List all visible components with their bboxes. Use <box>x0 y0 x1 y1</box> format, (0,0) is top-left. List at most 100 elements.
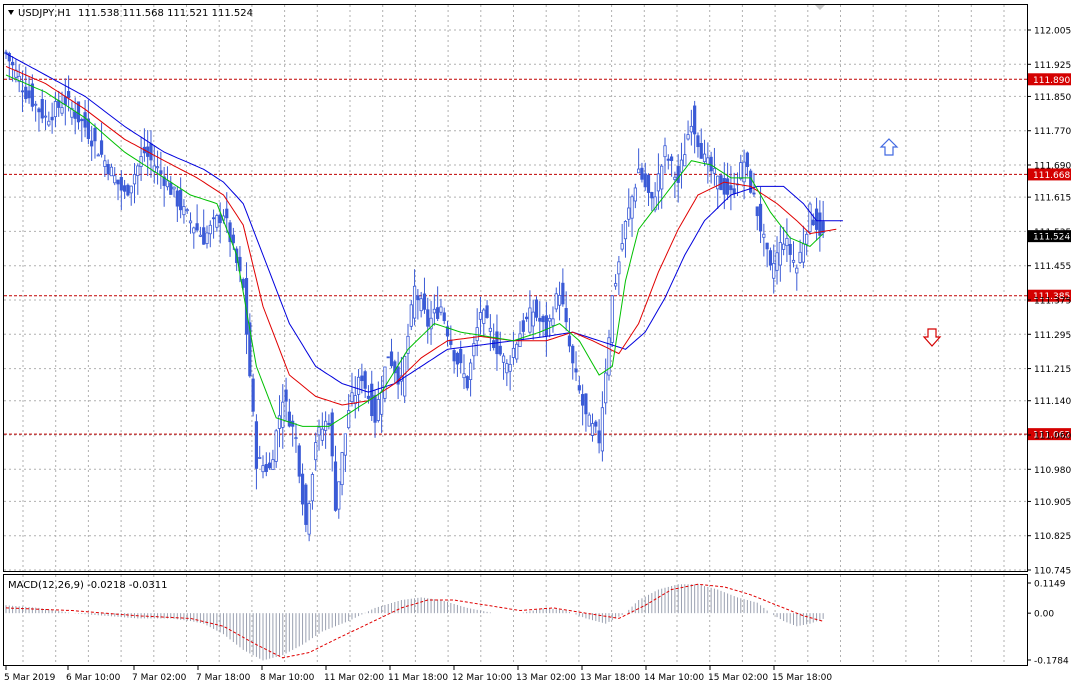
candle-body <box>287 411 291 427</box>
candle-body <box>729 185 733 191</box>
candle-body <box>353 395 357 405</box>
candle-body <box>650 192 654 199</box>
candle-body <box>412 285 417 319</box>
chart-shift-marker-icon[interactable] <box>815 5 825 10</box>
dropdown-triangle-icon[interactable] <box>8 10 14 15</box>
candle-body <box>775 252 779 271</box>
candle-body <box>67 91 71 99</box>
price-tick-label: 111.925 <box>1034 61 1071 71</box>
candle-body <box>525 316 529 320</box>
candle-body <box>508 363 512 372</box>
candle-body <box>709 156 713 172</box>
price-tick-label: 111.060 <box>1034 432 1071 442</box>
candle-body <box>314 442 318 461</box>
candle-body <box>758 203 763 232</box>
candle-body <box>551 318 555 326</box>
ma-fast-line <box>5 74 824 427</box>
candle-body <box>515 343 519 360</box>
candle-body <box>264 464 268 472</box>
candle-body <box>93 127 97 142</box>
level-tag <box>1028 73 1071 86</box>
candle-body <box>478 312 483 320</box>
candle-body <box>726 178 730 195</box>
time-tick-label: 15 Mar 18:00 <box>772 673 832 683</box>
candle-body <box>123 185 127 192</box>
candle-body <box>195 223 199 231</box>
candle-body <box>155 166 160 169</box>
candle-body <box>498 345 502 355</box>
candle-body <box>768 250 773 266</box>
candle-body <box>643 173 647 188</box>
horizontal-levels[interactable]: 111.890 111.668 111.385 111.062 111.524 <box>4 73 1071 441</box>
candle-body <box>594 421 598 427</box>
time-tick-label: 7 Mar 02:00 <box>132 673 187 683</box>
candle-body <box>34 103 38 106</box>
candle-body <box>712 167 717 174</box>
candle-body <box>607 337 611 376</box>
candle-body <box>83 112 87 128</box>
candle-body <box>557 295 562 306</box>
macd-tick-label: 0.00 <box>1034 610 1054 620</box>
candle-body <box>73 111 77 119</box>
candle-body <box>613 283 618 287</box>
candle-body <box>666 158 670 161</box>
price-tick-label: 110.745 <box>1034 567 1071 577</box>
candle-body <box>482 309 486 324</box>
candle-body <box>7 53 11 62</box>
hollow-down-arrow-icon[interactable] <box>922 328 942 347</box>
candle-body <box>165 180 170 188</box>
time-tick-label: 13 Mar 02:00 <box>516 673 576 683</box>
macd-tick-label: -0.1784 <box>1034 657 1069 667</box>
candle-body <box>63 96 67 106</box>
candle-body <box>452 350 456 362</box>
candle-body <box>307 503 311 535</box>
candle-body <box>640 167 644 180</box>
candle-body <box>294 437 298 440</box>
candle-body <box>422 293 427 310</box>
candle-body <box>419 298 423 312</box>
candle-body <box>30 83 34 107</box>
candle-body <box>277 415 282 429</box>
candle-body <box>445 326 450 337</box>
candle-body <box>389 351 394 367</box>
candle-body <box>808 203 812 232</box>
candle-body <box>511 347 516 358</box>
candle-body <box>689 125 693 133</box>
candle-body <box>442 312 446 322</box>
candle-body <box>749 170 753 193</box>
candle-body <box>248 322 252 377</box>
candle-body <box>304 484 308 525</box>
candle-body <box>818 212 822 236</box>
candle-body <box>459 348 463 364</box>
candle-body <box>653 196 657 211</box>
candle-body <box>317 426 321 436</box>
macd-axis: 0.1149 0.00 -0.1784 <box>1027 580 1069 667</box>
hollow-up-arrow-icon[interactable] <box>879 138 899 156</box>
candle-body <box>722 178 726 195</box>
candle-body <box>17 75 21 83</box>
time-tick-label: 13 Mar 18:00 <box>580 673 640 683</box>
candle-body <box>43 115 48 118</box>
time-axis: 5 Mar 2019 6 Mar 10:00 7 Mar 02:00 7 Mar 18… <box>4 666 832 683</box>
candle-body <box>40 99 44 119</box>
macd-pane-frame <box>3 574 1028 666</box>
candle-body <box>376 399 380 421</box>
time-tick-label: 14 Mar 10:00 <box>644 673 704 683</box>
candle-body <box>208 224 212 235</box>
candle-body <box>90 140 94 147</box>
candle-body <box>581 394 585 406</box>
candle-body <box>179 189 183 211</box>
candle-body <box>765 242 769 250</box>
candle-body <box>567 335 572 347</box>
candle-body <box>343 433 347 456</box>
level-tag <box>1028 289 1071 302</box>
price-tick-label: 110.825 <box>1034 532 1071 542</box>
candle-body <box>169 182 173 195</box>
candle-body <box>132 174 137 185</box>
candle-body <box>188 220 193 224</box>
candle-body <box>564 308 568 323</box>
candle-body <box>637 168 641 174</box>
candle-body <box>620 243 624 250</box>
candle-body <box>544 315 548 337</box>
